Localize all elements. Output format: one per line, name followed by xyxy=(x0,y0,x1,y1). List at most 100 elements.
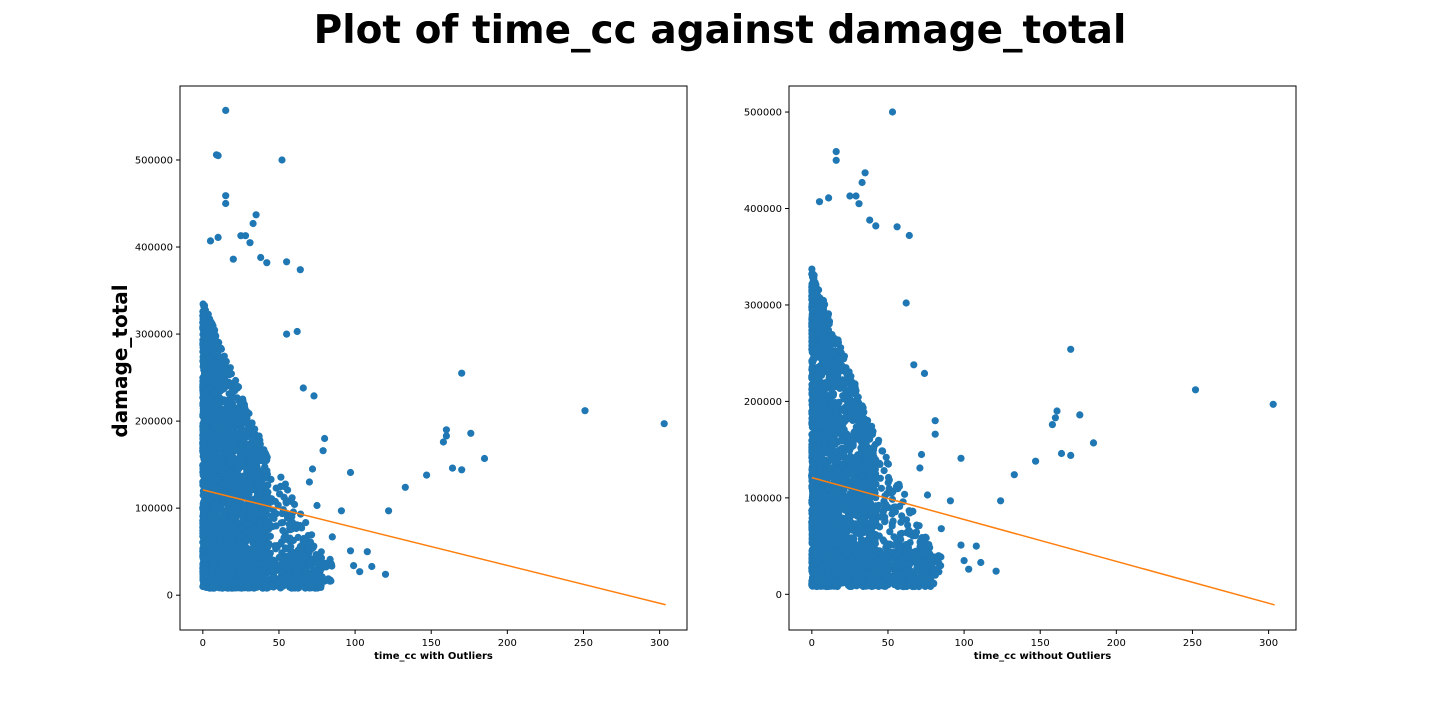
scatter-point xyxy=(288,513,296,521)
scatter-point xyxy=(310,392,318,400)
scatter-point xyxy=(200,510,208,518)
scatter-point xyxy=(839,406,847,414)
scatter-point xyxy=(842,532,850,540)
scatter-point xyxy=(219,469,227,477)
scatter-point xyxy=(259,527,268,535)
scatter-point xyxy=(306,581,314,589)
scatter-point xyxy=(811,347,819,355)
scatter-point xyxy=(831,372,840,381)
scatter-point xyxy=(257,510,265,518)
scatter-point xyxy=(245,519,253,527)
scatter-point xyxy=(212,341,220,349)
x-tick-label: 150 xyxy=(422,638,441,649)
scatter-point xyxy=(835,531,843,539)
scatter-point xyxy=(201,431,209,439)
scatter-point xyxy=(257,253,265,262)
scatter-point xyxy=(229,255,237,263)
scatter-point xyxy=(252,211,260,219)
scatter-point xyxy=(225,547,233,555)
scatter-point xyxy=(401,483,409,491)
plot-frame xyxy=(179,85,688,631)
y-tick-label: 0 xyxy=(167,591,173,602)
scatter-point xyxy=(246,481,254,489)
scatter-point xyxy=(254,444,262,452)
scatter-point xyxy=(212,506,220,514)
scatter-point xyxy=(219,507,227,515)
scatter-point xyxy=(467,429,475,437)
scatter-point xyxy=(236,476,244,484)
scatter-point xyxy=(321,434,329,443)
scatter-point xyxy=(283,330,291,338)
scatter-point xyxy=(249,219,257,228)
scatter-point xyxy=(808,306,816,314)
scatter-point xyxy=(841,476,849,484)
x-tick-label: 0 xyxy=(200,638,206,649)
scatter-point xyxy=(337,507,345,515)
scatter-point xyxy=(200,396,208,404)
scatter-point xyxy=(254,560,262,569)
scatter-point xyxy=(298,524,306,532)
scatter-point xyxy=(812,374,821,382)
scatter-point xyxy=(852,391,860,399)
scatter-point xyxy=(262,450,270,458)
scatter-point xyxy=(230,541,238,549)
scatter-point xyxy=(809,528,817,537)
scatter-point xyxy=(246,576,254,584)
scatter-point xyxy=(221,398,229,406)
y-tick-label: 300000 xyxy=(135,330,173,341)
scatter-point xyxy=(209,541,217,549)
scatter-point xyxy=(200,312,208,320)
scatter-point xyxy=(249,450,257,458)
scatter-point xyxy=(206,237,215,245)
y-tick-label: 200000 xyxy=(135,417,173,428)
scatter-point xyxy=(234,483,243,491)
scatter-point xyxy=(283,545,291,553)
scatter-point xyxy=(200,304,208,312)
scatter-point xyxy=(316,565,324,573)
scatter-point xyxy=(305,478,313,486)
scatter-point xyxy=(296,266,304,274)
scatter-point xyxy=(228,400,236,408)
scatter-point xyxy=(221,528,230,536)
scatter-point xyxy=(222,192,230,200)
scatter-point xyxy=(199,363,207,371)
scatter-point xyxy=(827,398,835,407)
scatter-point xyxy=(299,384,307,392)
scatter-point xyxy=(304,541,312,549)
scatter-point xyxy=(237,532,245,541)
scatter-point xyxy=(199,382,207,390)
scatter-point xyxy=(214,152,222,160)
scatter-point xyxy=(238,455,246,463)
scatter-point xyxy=(316,579,324,587)
scatter-point xyxy=(223,405,231,413)
scatter-point xyxy=(208,569,216,577)
scatter-point xyxy=(233,520,241,528)
scatter-point xyxy=(212,437,220,445)
scatter-point xyxy=(226,439,234,447)
scatter-point xyxy=(247,511,255,519)
scatter-point xyxy=(833,467,842,475)
scatter-point xyxy=(274,578,282,586)
scatter-point xyxy=(250,545,258,553)
scatter-points-layer xyxy=(808,108,1277,591)
y-axis-label: damage_total xyxy=(108,284,132,437)
scatter-point xyxy=(255,520,264,528)
scatter-point xyxy=(829,390,838,398)
scatter-point xyxy=(201,539,209,547)
scatter-point xyxy=(241,490,249,498)
scatter-point xyxy=(292,573,300,581)
scatter-point xyxy=(276,490,284,498)
scatter-point xyxy=(581,407,589,415)
scatter-point xyxy=(840,395,848,403)
scatter-point xyxy=(314,559,322,567)
scatter-point xyxy=(313,501,321,510)
scatter-point xyxy=(240,435,248,443)
scatter-point xyxy=(228,513,236,522)
scatter-point xyxy=(277,473,285,481)
scatter-point xyxy=(837,428,845,436)
scatter-point xyxy=(841,503,849,511)
scatter-point xyxy=(442,432,450,440)
scatter-point xyxy=(439,438,447,446)
scatter-point xyxy=(254,576,262,584)
scatter-point xyxy=(283,258,291,266)
